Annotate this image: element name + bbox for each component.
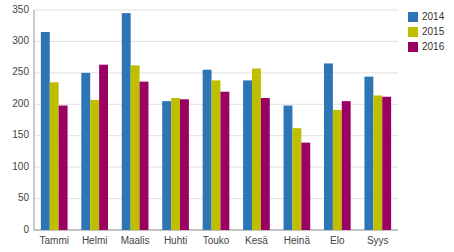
bar bbox=[324, 63, 333, 230]
bar bbox=[99, 65, 108, 230]
bars bbox=[41, 13, 391, 230]
bar bbox=[162, 101, 171, 230]
legend: 2014 2015 2016 bbox=[408, 11, 445, 52]
bar bbox=[342, 101, 351, 230]
bar bbox=[90, 100, 99, 230]
bar bbox=[171, 98, 180, 230]
grid-line bbox=[34, 10, 398, 11]
bar bbox=[131, 65, 140, 230]
y-tick-label: 100 bbox=[12, 161, 29, 172]
bar bbox=[59, 106, 68, 230]
y-tick-label: 250 bbox=[12, 66, 29, 77]
y-tick-label: 150 bbox=[12, 129, 29, 140]
bar bbox=[333, 110, 342, 230]
x-tick-label: Heinä bbox=[284, 235, 311, 246]
bar bbox=[373, 95, 382, 230]
bar bbox=[140, 82, 149, 230]
x-tick-label: Kesä bbox=[245, 235, 268, 246]
chart-svg: 0 50 100 150 200 250 300 350 Tammi Helmi Maalis Huh… bbox=[0, 0, 454, 252]
bar bbox=[252, 68, 261, 230]
bar bbox=[261, 98, 270, 230]
bar bbox=[382, 97, 391, 230]
y-tick-label: 300 bbox=[12, 35, 29, 46]
legend-label: 2016 bbox=[422, 41, 445, 52]
bar bbox=[284, 106, 293, 230]
x-tick-label: Maalis bbox=[121, 235, 150, 246]
y-tick-label: 50 bbox=[18, 192, 30, 203]
y-tick-label: 0 bbox=[23, 224, 29, 235]
bar bbox=[81, 73, 90, 230]
legend-label: 2014 bbox=[422, 11, 445, 22]
x-axis: Tammi Helmi Maalis Huhti Touko Kesä Heinä Elo Sy… bbox=[39, 235, 388, 246]
grid bbox=[34, 10, 398, 230]
y-axis: 0 50 100 150 200 250 300 350 bbox=[12, 4, 398, 235]
bar bbox=[212, 80, 221, 230]
bar bbox=[180, 99, 189, 230]
legend-label: 2015 bbox=[422, 26, 445, 37]
bar bbox=[50, 82, 59, 230]
bar bbox=[364, 77, 373, 230]
legend-swatch bbox=[408, 42, 418, 52]
legend-swatch bbox=[408, 12, 418, 22]
bar bbox=[301, 143, 310, 230]
x-tick-label: Huhti bbox=[164, 235, 187, 246]
bar bbox=[41, 32, 50, 230]
x-tick-label: Tammi bbox=[39, 235, 68, 246]
bar bbox=[220, 92, 229, 230]
y-axis-line bbox=[34, 10, 35, 230]
x-tick-label: Helmi bbox=[82, 235, 108, 246]
y-tick-label: 200 bbox=[12, 98, 29, 109]
bar bbox=[203, 70, 212, 230]
legend-swatch bbox=[408, 27, 418, 37]
bar bbox=[292, 128, 301, 230]
bar bbox=[243, 80, 252, 230]
x-tick-label: Touko bbox=[203, 235, 230, 246]
y-tick-label: 350 bbox=[12, 4, 29, 15]
x-tick-label: Elo bbox=[330, 235, 345, 246]
chart-container: 0 50 100 150 200 250 300 350 Tammi Helmi Maalis Huh… bbox=[0, 0, 454, 252]
bar bbox=[122, 13, 131, 230]
grid-line bbox=[34, 41, 398, 42]
x-tick-label: Syys bbox=[367, 235, 389, 246]
